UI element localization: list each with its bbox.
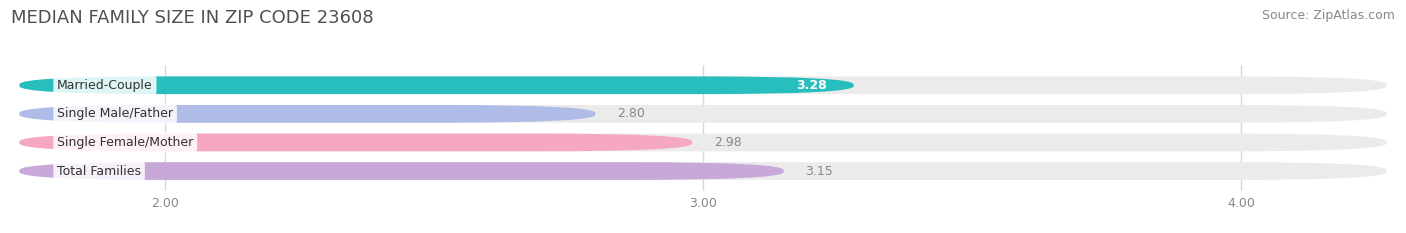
Text: 2.80: 2.80 — [617, 107, 645, 120]
FancyBboxPatch shape — [20, 134, 692, 151]
Text: MEDIAN FAMILY SIZE IN ZIP CODE 23608: MEDIAN FAMILY SIZE IN ZIP CODE 23608 — [11, 9, 374, 27]
FancyBboxPatch shape — [20, 162, 783, 180]
FancyBboxPatch shape — [20, 134, 1386, 151]
Text: Married-Couple: Married-Couple — [58, 79, 153, 92]
Text: Single Male/Father: Single Male/Father — [58, 107, 173, 120]
FancyBboxPatch shape — [20, 76, 853, 94]
Text: Source: ZipAtlas.com: Source: ZipAtlas.com — [1261, 9, 1395, 22]
Text: Single Female/Mother: Single Female/Mother — [58, 136, 194, 149]
FancyBboxPatch shape — [20, 162, 1386, 180]
Text: 2.98: 2.98 — [714, 136, 741, 149]
Text: Total Families: Total Families — [58, 164, 141, 178]
FancyBboxPatch shape — [20, 76, 1386, 94]
Text: 3.28: 3.28 — [796, 79, 827, 92]
FancyBboxPatch shape — [20, 105, 595, 123]
Text: 3.15: 3.15 — [806, 164, 832, 178]
FancyBboxPatch shape — [20, 105, 1386, 123]
